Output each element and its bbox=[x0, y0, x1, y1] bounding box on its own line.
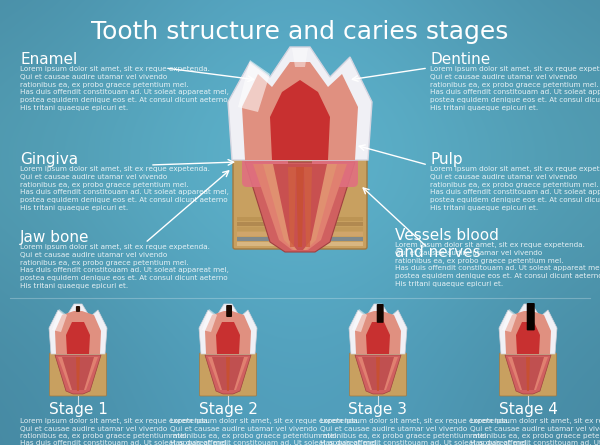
Bar bbox=[237, 242, 363, 246]
Bar bbox=[237, 232, 363, 236]
Polygon shape bbox=[226, 357, 230, 391]
Polygon shape bbox=[242, 62, 358, 160]
Text: Stage 3: Stage 3 bbox=[349, 402, 407, 417]
Polygon shape bbox=[349, 304, 407, 354]
Polygon shape bbox=[49, 304, 107, 354]
Polygon shape bbox=[505, 355, 551, 394]
FancyBboxPatch shape bbox=[312, 147, 358, 187]
Bar bbox=[237, 227, 363, 231]
Text: Pulp: Pulp bbox=[430, 152, 463, 167]
FancyBboxPatch shape bbox=[233, 155, 367, 249]
FancyBboxPatch shape bbox=[499, 353, 557, 396]
Text: Stage 2: Stage 2 bbox=[199, 402, 257, 417]
Bar bbox=[237, 222, 363, 226]
Polygon shape bbox=[208, 357, 248, 390]
FancyBboxPatch shape bbox=[527, 303, 535, 330]
Polygon shape bbox=[526, 357, 530, 391]
Polygon shape bbox=[253, 164, 347, 250]
Text: Lorem ipsum dolor sit amet, sit ex reque expetenda.
Qui et causae audire utamar : Lorem ipsum dolor sit amet, sit ex reque… bbox=[470, 418, 600, 445]
Text: Stage 1: Stage 1 bbox=[49, 402, 107, 417]
Polygon shape bbox=[270, 80, 330, 160]
Polygon shape bbox=[212, 357, 244, 390]
Text: Stage 4: Stage 4 bbox=[499, 402, 557, 417]
FancyBboxPatch shape bbox=[242, 147, 288, 187]
Polygon shape bbox=[292, 48, 308, 67]
Polygon shape bbox=[502, 309, 517, 332]
Text: Lorem ipsum dolor sit amet, sit ex reque expetenda.
Qui et causae audire utamar : Lorem ipsum dolor sit amet, sit ex reque… bbox=[20, 166, 229, 211]
Text: Lorem ipsum dolor sit amet, sit ex reque expetenda.
Qui et causae audire utamar : Lorem ipsum dolor sit amet, sit ex reque… bbox=[395, 242, 600, 287]
Polygon shape bbox=[58, 357, 98, 390]
Polygon shape bbox=[505, 311, 551, 354]
FancyBboxPatch shape bbox=[349, 353, 407, 396]
Text: Lorem ipsum dolor sit amet, sit ex reque expetenda.
Qui et causae audire utamar : Lorem ipsum dolor sit amet, sit ex reque… bbox=[20, 244, 229, 289]
Polygon shape bbox=[352, 309, 367, 332]
Text: Lorem ipsum dolor sit amet, sit ex reque expetenda.
Qui et causae audire utamar : Lorem ipsum dolor sit amet, sit ex reque… bbox=[20, 418, 229, 445]
Polygon shape bbox=[52, 309, 67, 332]
Polygon shape bbox=[55, 311, 101, 354]
Polygon shape bbox=[228, 47, 372, 160]
Text: Lorem ipsum dolor sit amet, sit ex reque expetenda.
Qui et causae audire utamar : Lorem ipsum dolor sit amet, sit ex reque… bbox=[430, 166, 600, 211]
Polygon shape bbox=[296, 167, 304, 247]
Polygon shape bbox=[55, 355, 101, 394]
Polygon shape bbox=[62, 357, 94, 390]
Polygon shape bbox=[202, 309, 217, 332]
Text: Lorem ipsum dolor sit amet, sit ex reque expetenda.
Qui et causae audire utamar : Lorem ipsum dolor sit amet, sit ex reque… bbox=[320, 418, 529, 445]
Text: Lorem ipsum dolor sit amet, sit ex reque expetenda.
Qui et causae audire utamar : Lorem ipsum dolor sit amet, sit ex reque… bbox=[430, 66, 600, 111]
Text: Vessels blood
and nerves: Vessels blood and nerves bbox=[395, 228, 499, 260]
Text: Lorem ipsum dolor sit amet, sit ex reque expetenda.
Qui et causae audire utamar : Lorem ipsum dolor sit amet, sit ex reque… bbox=[20, 66, 229, 111]
Polygon shape bbox=[205, 311, 251, 354]
Polygon shape bbox=[516, 322, 540, 354]
FancyBboxPatch shape bbox=[49, 353, 107, 396]
Text: Dentine: Dentine bbox=[430, 52, 490, 67]
FancyBboxPatch shape bbox=[199, 353, 257, 396]
Polygon shape bbox=[355, 355, 401, 394]
FancyBboxPatch shape bbox=[226, 305, 232, 317]
FancyBboxPatch shape bbox=[76, 306, 80, 312]
Polygon shape bbox=[76, 357, 80, 391]
Polygon shape bbox=[288, 167, 296, 247]
Polygon shape bbox=[355, 311, 401, 354]
Polygon shape bbox=[216, 322, 240, 354]
Polygon shape bbox=[362, 357, 394, 390]
Text: Jaw bone: Jaw bone bbox=[20, 230, 89, 245]
Bar bbox=[237, 237, 363, 241]
Text: Lorem ipsum dolor sit amet, sit ex reque expetenda.
Qui et causae audire utamar : Lorem ipsum dolor sit amet, sit ex reque… bbox=[170, 418, 379, 445]
FancyBboxPatch shape bbox=[377, 304, 383, 323]
Polygon shape bbox=[205, 355, 251, 394]
Polygon shape bbox=[66, 322, 90, 354]
Polygon shape bbox=[366, 322, 390, 354]
Polygon shape bbox=[238, 60, 270, 112]
Polygon shape bbox=[304, 167, 312, 247]
Polygon shape bbox=[508, 357, 548, 390]
Polygon shape bbox=[499, 304, 557, 354]
Polygon shape bbox=[358, 357, 398, 390]
Text: Gingiva: Gingiva bbox=[20, 152, 78, 167]
Text: Enamel: Enamel bbox=[20, 52, 77, 67]
Polygon shape bbox=[263, 164, 337, 250]
Polygon shape bbox=[376, 357, 380, 391]
Polygon shape bbox=[273, 164, 327, 250]
Polygon shape bbox=[245, 162, 355, 252]
Polygon shape bbox=[512, 357, 544, 390]
Text: Tooth structure and caries stages: Tooth structure and caries stages bbox=[91, 20, 509, 44]
Polygon shape bbox=[199, 304, 257, 354]
Bar bbox=[237, 217, 363, 221]
